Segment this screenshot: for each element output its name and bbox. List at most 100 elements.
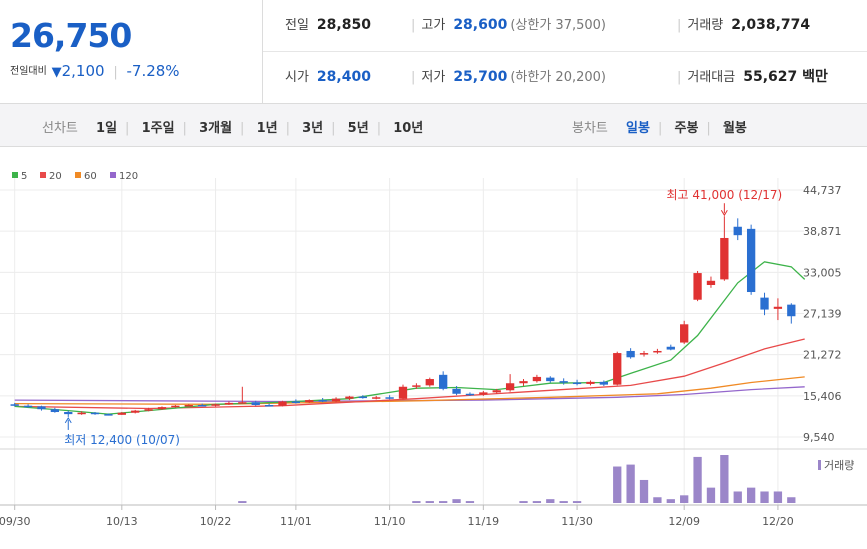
y-tick-label: 44,737 <box>803 184 842 197</box>
candle-body <box>492 390 501 393</box>
candle-body <box>331 398 341 402</box>
candle-body <box>773 306 783 309</box>
y-tick-label: 21,272 <box>803 349 842 362</box>
stock-chart: 44,737 38,871 33,005 27,139 21,272 15,406 9,54… <box>0 171 867 528</box>
stat-prev-close: 전일 28,850 <box>285 14 371 33</box>
stat-label: 시가 <box>285 70 309 85</box>
candle-body <box>439 374 448 389</box>
legend-swatch <box>110 172 116 178</box>
high-arrow-head <box>720 209 728 217</box>
stock-summary: 26,750 전일대비 ▼2,100 | -7.28% 전일 28,850 | 고가… <box>0 0 867 104</box>
volume-bar <box>519 501 528 503</box>
candle-body <box>64 412 73 415</box>
candle-body <box>680 324 689 343</box>
volume-bar <box>680 495 689 503</box>
divider: | <box>240 121 245 136</box>
candle-body <box>238 402 247 404</box>
candle-body <box>318 400 327 402</box>
stat-label: 저가 <box>421 70 446 85</box>
divider: | <box>125 121 130 136</box>
volume-bar <box>439 501 448 503</box>
y-tick-label: 33,005 <box>803 266 842 279</box>
divider: | <box>285 121 290 136</box>
x-tick-label: 12/20 <box>762 515 794 528</box>
candle-body <box>559 381 568 383</box>
candle-body <box>746 228 756 293</box>
volume-bar <box>465 501 475 503</box>
candle-body <box>532 376 542 382</box>
stat-volume: | 거래량 2,038,774 <box>677 14 810 33</box>
candle-body <box>586 381 595 384</box>
volume-bar <box>720 455 729 503</box>
legend-label: 120 <box>119 171 138 182</box>
stat-low: | 저가 25,700 (하한가 20,200) <box>411 66 606 85</box>
x-tick-label: 10/13 <box>106 515 138 528</box>
candle-body <box>693 273 702 300</box>
candle-body <box>251 402 260 405</box>
period-button-3y[interactable]: 3년 <box>302 121 324 136</box>
volume-bar <box>238 501 247 503</box>
stat-value: 2,038,774 <box>731 17 811 33</box>
candle-body <box>425 379 434 386</box>
volume-bar <box>613 466 622 503</box>
period-button-5y[interactable]: 5년 <box>347 121 369 136</box>
volume-bar <box>746 487 756 503</box>
candle-body <box>104 414 113 416</box>
candle-button-monthly[interactable]: 월봉 <box>722 121 747 136</box>
candle-body <box>211 404 220 406</box>
candle-body <box>452 388 461 394</box>
period-button-1y[interactable]: 1년 <box>256 121 278 136</box>
candle-body <box>599 381 608 385</box>
y-tick-label: 9,540 <box>803 431 835 444</box>
x-tick-label: 10/22 <box>200 515 232 528</box>
candle-chart-group: 봉차트 일봉 | 주봉 | 월봉 <box>572 117 747 136</box>
stat-value: 25,700 <box>453 69 508 85</box>
candle-body <box>23 405 33 408</box>
volume-bar <box>733 491 742 503</box>
candle-body <box>372 397 381 399</box>
period-button-1d[interactable]: 1일 <box>96 121 118 136</box>
candle-body <box>90 412 100 415</box>
chart-toolbar: 선차트 1일 | 1주일 | 3개월 | 1년 | 3년 | 5년 | 10년 봉차트 일봉… <box>0 104 867 147</box>
candle-body <box>278 401 287 406</box>
candle-body <box>157 407 167 410</box>
volume-bar <box>706 487 716 503</box>
candle-button-weekly[interactable]: 주봉 <box>674 121 699 136</box>
stat-value: 28,400 <box>316 69 371 85</box>
candle-body <box>787 304 796 317</box>
volume-bar <box>546 499 555 503</box>
divider: | <box>677 18 682 33</box>
candle-body <box>519 381 528 384</box>
candle-body <box>398 386 408 399</box>
candle-body <box>505 383 515 391</box>
candle-body <box>358 396 367 399</box>
volume-bar <box>773 491 783 503</box>
legend-swatch <box>40 172 46 178</box>
volume-bar <box>425 501 434 503</box>
candle-button-daily[interactable]: 일봉 <box>626 121 650 136</box>
line-chart-group: 선차트 1일 | 1주일 | 3개월 | 1년 | 3년 | 5년 | 10년 <box>42 117 423 136</box>
divider: | <box>376 121 382 136</box>
candle-body <box>77 412 86 415</box>
candle-body <box>10 404 19 406</box>
candle-body <box>291 401 301 403</box>
candle-body <box>50 409 60 413</box>
candle-body <box>465 393 475 396</box>
legend-label: 60 <box>84 171 97 182</box>
volume-bar <box>626 464 635 503</box>
stat-value: 28,850 <box>316 17 371 33</box>
ma20-line <box>14 338 805 410</box>
volume-bar <box>639 479 649 503</box>
volume-bar <box>666 499 675 503</box>
candle-body <box>653 350 662 353</box>
volume-bar <box>653 497 662 503</box>
period-button-3m[interactable]: 3개월 <box>199 121 233 136</box>
y-tick-label: 27,139 <box>803 308 842 321</box>
candle-body <box>345 396 354 399</box>
period-button-10y[interactable]: 10년 <box>393 121 424 136</box>
divider: | <box>182 121 187 136</box>
candle-body <box>184 404 193 407</box>
candle-body <box>385 397 394 399</box>
period-button-1w[interactable]: 1주일 <box>141 121 175 136</box>
volume-bar <box>693 456 702 503</box>
